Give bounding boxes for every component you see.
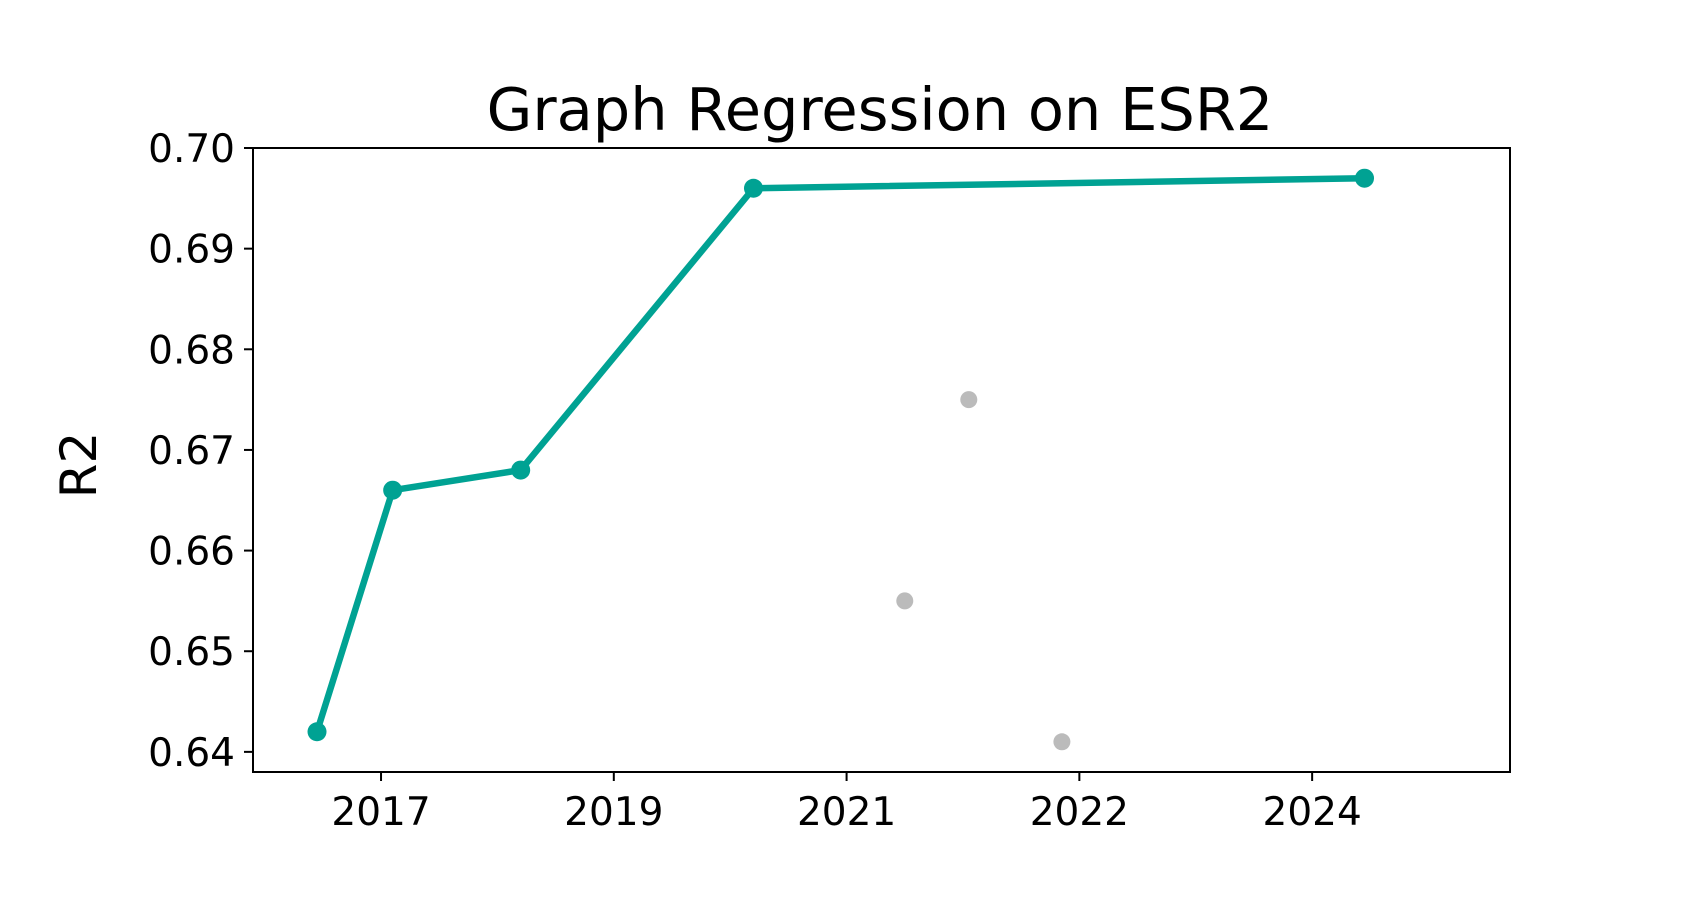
x-tick-label-1: 2019 bbox=[564, 790, 663, 835]
y-tick-label-0: 0.64 bbox=[148, 731, 235, 776]
scatter-point-0-1 bbox=[960, 391, 978, 409]
plot-area: 0.64 0.65 0.66 0.67 0.68 0.69 0.70 2017 2019 2021… bbox=[148, 127, 1511, 835]
y-tick-label-1: 0.65 bbox=[148, 630, 235, 675]
y-tick-label-5: 0.69 bbox=[148, 228, 235, 273]
scatter-point-0-2 bbox=[1053, 733, 1071, 751]
series-line-0 bbox=[313, 174, 1368, 735]
chart-title: Graph Regression on ESR2 bbox=[487, 75, 1274, 144]
x-tick-label-2: 2021 bbox=[797, 790, 896, 835]
x-tick-label-3: 2022 bbox=[1030, 790, 1129, 835]
y-tick-label-4: 0.68 bbox=[148, 328, 235, 373]
series-point-0-0 bbox=[307, 722, 327, 742]
plot-frame bbox=[252, 147, 1511, 773]
scatter-point-0-0 bbox=[896, 592, 914, 610]
y-axis-title: R2 bbox=[50, 432, 108, 499]
series-point-0-2 bbox=[511, 460, 531, 480]
y-tick-label-6: 0.70 bbox=[148, 127, 235, 172]
x-tick-label-4: 2024 bbox=[1263, 790, 1362, 835]
x-tick-label-0: 2017 bbox=[331, 790, 430, 835]
y-tick-label-3: 0.67 bbox=[148, 429, 235, 474]
series-point-0-4 bbox=[1355, 168, 1375, 188]
series-point-0-1 bbox=[383, 480, 403, 500]
y-tick-label-2: 0.66 bbox=[148, 530, 235, 575]
series-point-0-3 bbox=[743, 178, 763, 198]
